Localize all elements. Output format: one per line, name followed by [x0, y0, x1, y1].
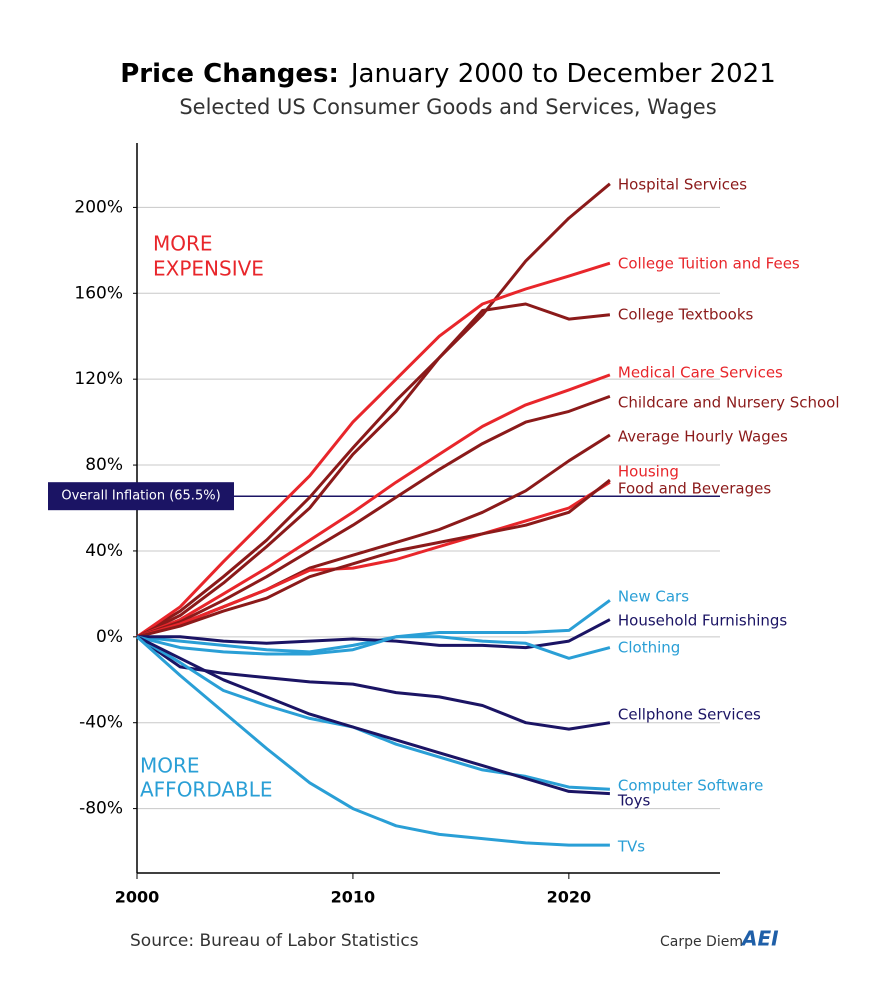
series-line [136, 302, 611, 639]
x-tick-label: 2020 [547, 888, 592, 907]
series-label: Housing [618, 463, 679, 481]
y-tick-label: 80% [85, 455, 123, 475]
series-label: Cellphone Services [618, 706, 761, 724]
annotation: MORE [153, 232, 213, 256]
series-line [136, 261, 611, 639]
series-label: New Cars [618, 588, 689, 606]
series-line [136, 635, 611, 660]
y-tick-label: 0% [96, 627, 123, 647]
reference-label-box [48, 482, 234, 511]
series-label: Medical Care Services [618, 364, 783, 382]
series-label: Household Furnishings [618, 612, 788, 630]
series-label: TVs [617, 838, 645, 856]
series-line [136, 480, 611, 639]
series-line [136, 373, 611, 639]
x-tick-label: 2000 [115, 888, 160, 907]
series-line [136, 394, 611, 639]
y-tick-label: 160% [74, 283, 123, 303]
series-line [135, 635, 610, 847]
series-line [136, 182, 611, 639]
chart-subtitle: Selected US Consumer Goods and Services,… [179, 95, 716, 119]
y-tick-label: 120% [74, 369, 123, 389]
title-main: Price Changes: [120, 59, 339, 89]
title-detail: January 2000 to December 2021 [349, 59, 776, 89]
source: Source: Bureau of Labor Statistics [130, 931, 419, 951]
series-label: Toys [617, 792, 651, 810]
series-line [136, 635, 610, 791]
series-line [136, 635, 611, 731]
annotation: MORE [140, 754, 200, 778]
series-label: Average Hourly Wages [618, 428, 788, 446]
series-label: Childcare and Nursery School [618, 394, 840, 412]
annotation: EXPENSIVE [153, 257, 264, 281]
y-tick-label: -80% [79, 799, 123, 819]
y-tick-label: 40% [85, 541, 123, 561]
series-label: Clothing [618, 639, 680, 657]
series-label: Food and Beverages [618, 480, 771, 498]
brand-logo: AEI [740, 927, 779, 951]
series-line [136, 478, 611, 639]
x-tick-label: 2010 [331, 888, 376, 907]
annotation: AFFORDABLE [140, 778, 273, 802]
series-label: Hospital Services [618, 176, 747, 194]
y-tick-label: -40% [79, 713, 123, 733]
series-label: College Textbooks [618, 306, 754, 324]
chart-title: Price Changes: January 2000 to December 2… [120, 59, 776, 89]
reference-label: Overall Inflation (65.5%) [61, 489, 220, 504]
series-label: Computer Software [618, 777, 763, 795]
series-label: College Tuition and Fees [618, 255, 800, 273]
series-line [136, 635, 610, 796]
brand: Carpe Diem [660, 934, 743, 950]
y-tick-label: 200% [74, 197, 123, 217]
